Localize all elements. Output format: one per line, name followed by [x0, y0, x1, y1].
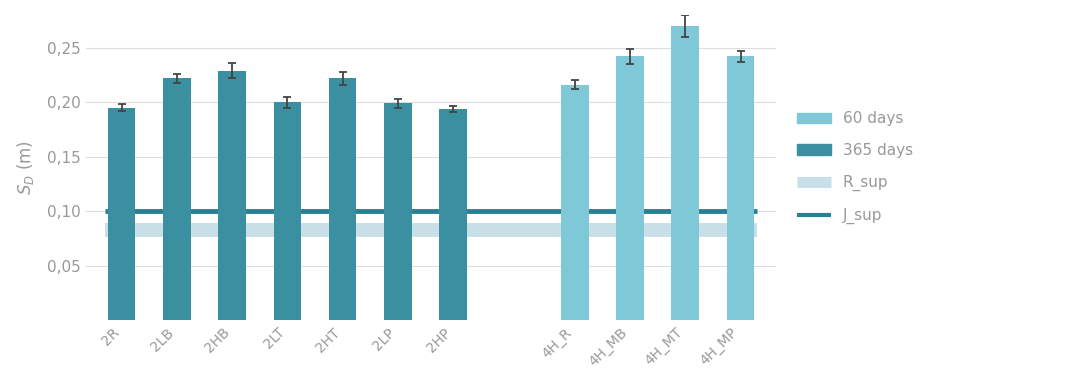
- Y-axis label: $S_D$ (m): $S_D$ (m): [15, 140, 36, 195]
- Bar: [219, 71, 246, 321]
- Legend: 60 days, 365 days, R_sup, J_sup: 60 days, 365 days, R_sup, J_sup: [791, 105, 919, 230]
- Bar: [163, 78, 190, 321]
- Bar: [561, 85, 589, 321]
- Bar: [727, 56, 754, 321]
- Bar: [440, 109, 467, 321]
- Bar: [616, 56, 644, 321]
- Bar: [384, 103, 411, 321]
- Bar: [108, 108, 135, 321]
- Bar: [671, 26, 700, 321]
- Bar: [329, 78, 357, 321]
- Bar: [273, 102, 301, 321]
